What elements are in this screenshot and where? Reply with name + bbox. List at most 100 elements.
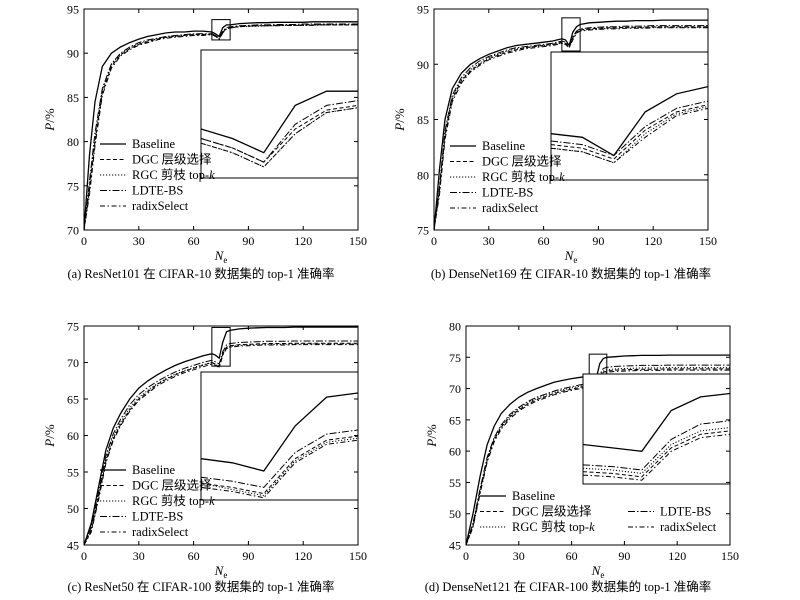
- inset-frame: [550, 51, 709, 181]
- legend-label-ldte: LDTE-BS: [132, 510, 183, 524]
- x-axis-label: Ne: [564, 248, 578, 265]
- y-tick-label: 65: [67, 393, 79, 407]
- y-axis-label: P/%: [424, 424, 439, 448]
- panel-caption: (b) DenseNet169 在 CIFAR-10 数据集的 top-1 准确…: [431, 266, 711, 281]
- y-tick-label: 90: [67, 47, 79, 61]
- series-line-radix: [466, 369, 730, 545]
- series-line-ldte: [466, 364, 730, 545]
- x-tick-label: 120: [294, 549, 312, 563]
- series-line-ldte: [84, 23, 358, 230]
- legend-label-rgc: RGC 剪枝 top-k: [482, 169, 565, 184]
- legend-label-radix: radixSelect: [132, 199, 189, 213]
- y-tick-label: 55: [67, 466, 79, 480]
- inset-frame: [200, 371, 359, 501]
- inset-series-line-ldte: [201, 429, 358, 488]
- x-tick-label: 120: [294, 234, 312, 248]
- y-tick-label: 45: [449, 539, 461, 553]
- y-tick-label: 70: [449, 382, 461, 396]
- y-axis-label: P/%: [42, 424, 57, 448]
- legend-label-rgc: RGC 剪枝 top-k: [132, 167, 215, 182]
- legend-label-ldte: LDTE-BS: [132, 184, 183, 198]
- inset-series-line-baseline: [201, 392, 358, 472]
- y-tick-label: 85: [67, 91, 79, 105]
- inset-series-line-rgc: [583, 427, 730, 474]
- inset-series-line-radix: [551, 107, 708, 164]
- legend-label-ldte: LDTE-BS: [660, 505, 711, 519]
- y-tick-label: 75: [67, 320, 79, 334]
- y-tick-label: 65: [449, 413, 461, 427]
- legend-label-dgc: DGC 层级选择: [132, 153, 212, 167]
- y-tick-label: 45: [67, 539, 79, 553]
- series-line-baseline: [84, 326, 358, 545]
- zoom-region-box: [211, 19, 231, 41]
- x-tick-label: 60: [188, 549, 200, 563]
- legend-label-rgc: RGC 剪枝 top-k: [132, 493, 215, 508]
- inset-series-line-dgc: [201, 435, 358, 495]
- x-tick-label: 150: [699, 234, 717, 248]
- legend-label-baseline: Baseline: [132, 463, 175, 477]
- x-tick-label: 60: [566, 549, 578, 563]
- inset-series-line-rgc: [551, 106, 708, 164]
- x-tick-label: 120: [668, 549, 686, 563]
- series-line-baseline: [84, 21, 358, 230]
- series-line-rgc: [434, 26, 708, 230]
- y-tick-label: 70: [67, 356, 79, 370]
- y-tick-label: 90: [417, 58, 429, 72]
- legend-label-dgc: DGC 层级选择: [512, 505, 592, 519]
- legend-label-baseline: Baseline: [132, 137, 175, 151]
- chart-panel-2: 0 30 60 90 120 150 45 50 55 60 65 70 75 Ne P/% Baseline…: [42, 320, 367, 595]
- y-tick-label: 80: [417, 168, 429, 182]
- inset-series-line-baseline: [201, 90, 358, 154]
- inset-series-line-dgc: [583, 430, 730, 478]
- x-tick-label: 30: [483, 234, 495, 248]
- inset-series-line-rgc: [201, 437, 358, 497]
- y-tick-label: 75: [449, 351, 461, 365]
- y-tick-label: 50: [449, 507, 461, 521]
- inset-series-line-radix: [583, 433, 730, 481]
- y-tick-label: 95: [67, 3, 79, 17]
- x-tick-label: 90: [618, 549, 630, 563]
- y-tick-label: 55: [449, 476, 461, 490]
- series-line-rgc: [84, 343, 358, 545]
- inset-series-line-dgc: [551, 104, 708, 160]
- chart-panel-3: 0 30 60 90 120 150 45 50 55 60 65 70 75 80 Ne P/% Baseli…: [424, 320, 739, 595]
- zoom-region-box: [561, 17, 581, 52]
- chart-panel-1: 0 30 60 90 120 150 75 80 85 90 95 Ne P/% Baseline DGC …: [392, 3, 717, 282]
- x-tick-label: 0: [431, 234, 437, 248]
- x-tick-label: 30: [133, 549, 145, 563]
- x-tick-label: 30: [133, 234, 145, 248]
- x-axis-label: Ne: [591, 563, 605, 580]
- inset-series-line-baseline: [551, 85, 708, 157]
- legend-label-ldte: LDTE-BS: [482, 186, 533, 200]
- inset-series-line-radix: [201, 439, 358, 499]
- y-axis-label: P/%: [392, 108, 407, 132]
- x-tick-label: 0: [463, 549, 469, 563]
- x-tick-label: 150: [721, 549, 739, 563]
- y-tick-label: 95: [417, 3, 429, 17]
- legend-label-radix: radixSelect: [660, 520, 717, 534]
- legend-label-baseline: Baseline: [512, 489, 555, 503]
- x-tick-label: 0: [81, 549, 87, 563]
- y-tick-label: 50: [67, 502, 79, 516]
- inset-series-line-ldte: [201, 100, 358, 163]
- chart-panel-0: 0 30 60 90 120 150 70 75 80 85 90 95 Ne P/% Baseline DG…: [42, 3, 367, 282]
- panel-caption: (d) DenseNet121 在 CIFAR-100 数据集的 top-1 准…: [425, 579, 712, 594]
- y-tick-label: 60: [449, 445, 461, 459]
- x-tick-label: 90: [242, 234, 254, 248]
- legend-label-dgc: DGC 层级选择: [132, 479, 212, 493]
- inset-series-line-ldte: [551, 100, 708, 157]
- inset-series-line-ldte: [583, 420, 730, 471]
- legend-label-rgc: RGC 剪枝 top-k: [512, 519, 595, 534]
- panel-caption: (a) ResNet101 在 CIFAR-10 数据集的 top-1 准确率: [67, 266, 334, 281]
- inset-series-line-baseline: [583, 392, 730, 452]
- zoom-region-box: [211, 326, 231, 367]
- plot-frame: [465, 325, 731, 546]
- plot-frame: [83, 8, 359, 231]
- legend-label-dgc: DGC 层级选择: [482, 155, 562, 169]
- y-tick-label: 75: [67, 179, 79, 193]
- y-tick-label: 85: [417, 113, 429, 127]
- inset-frame: [582, 373, 731, 485]
- x-tick-label: 60: [188, 234, 200, 248]
- series-line-radix: [84, 24, 358, 230]
